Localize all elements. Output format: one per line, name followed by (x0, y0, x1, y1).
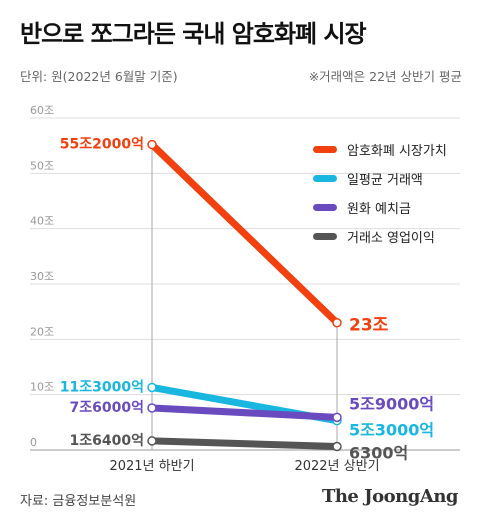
legend-label: 일평균 거래액 (347, 172, 423, 188)
legend-label: 원화 예치금 (347, 201, 411, 217)
y-tick-label: 30조 (30, 270, 54, 283)
series-line (148, 141, 341, 327)
x-tick-label: 2022년 상반기 (294, 459, 379, 474)
y-tick-label: 60조 (30, 104, 54, 117)
legend-item-daily-volume: 일평균 거래액 (313, 167, 447, 189)
data-label: 11조3000억 (60, 379, 144, 395)
unit-note: 단위: 원(2022년 6월말 기준) (20, 69, 178, 84)
legend-label: 암호화폐 시장가치 (347, 143, 447, 159)
y-tick-label: 0 (30, 436, 37, 449)
legend-swatch (313, 145, 337, 153)
y-tick-label: 40조 (30, 215, 54, 228)
data-point (332, 412, 342, 423)
data-label: 23조 (349, 316, 389, 336)
series-line (148, 437, 341, 451)
data-point (147, 436, 157, 446)
data-point (147, 382, 157, 393)
average-note: ※거래액은 22년 상반기 평균 (308, 69, 462, 84)
data-point (332, 441, 342, 452)
data-point (332, 317, 342, 328)
data-label: 55조2000억 (60, 137, 144, 153)
legend-label: 거래소 영업이익 (347, 230, 435, 246)
data-label: 5조9000억 (349, 394, 434, 413)
data-label: 5조3000억 (349, 421, 434, 440)
publisher-logo: The JoongAng (321, 486, 459, 507)
legend-swatch (313, 203, 337, 211)
data-label: 6300억 (349, 444, 408, 463)
y-tick-label: 50조 (30, 159, 54, 172)
legend-item-krw-deposits: 원화 예치금 (313, 196, 447, 218)
data-point (147, 403, 157, 413)
legend-swatch (313, 232, 337, 240)
legend-item-market-value: 암호화폐 시장가치 (313, 138, 447, 160)
data-label: 1조6400억 (70, 433, 144, 449)
y-tick-label: 10조 (30, 381, 54, 394)
legend-swatch (313, 174, 337, 182)
source-note: 자료: 금융정보분석원 (20, 494, 137, 509)
y-tick-label: 20조 (30, 325, 54, 338)
legend-item-operating-profit: 거래소 영업이익 (313, 225, 447, 247)
series-line (148, 404, 341, 421)
data-point (147, 139, 157, 150)
chart-title: 반으로 쪼그라든 국내 암호화폐 시장 (20, 20, 367, 48)
data-label: 7조6000억 (70, 400, 144, 416)
legend: 암호화폐 시장가치 일평균 거래액 원화 예치금 거래소 영업이익 (313, 138, 447, 254)
x-tick-label: 2021년 하반기 (109, 459, 194, 474)
